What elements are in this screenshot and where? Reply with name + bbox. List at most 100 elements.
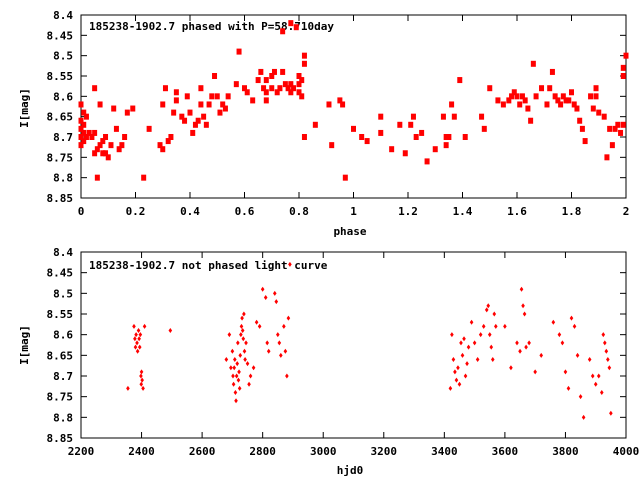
phased-y-axis-label: I[mag] bbox=[18, 88, 31, 128]
data-point bbox=[521, 303, 525, 309]
data-point bbox=[139, 381, 144, 387]
data-point bbox=[517, 101, 523, 108]
data-point bbox=[245, 361, 250, 367]
data-point bbox=[462, 134, 468, 140]
data-point bbox=[618, 129, 624, 136]
data-point bbox=[269, 73, 275, 79]
data-point bbox=[530, 60, 536, 67]
data-point bbox=[124, 109, 130, 116]
data-point bbox=[274, 89, 280, 96]
data-point bbox=[78, 117, 84, 124]
data-point bbox=[116, 146, 122, 153]
data-point bbox=[527, 340, 531, 346]
data-point bbox=[288, 89, 294, 96]
y-tick-label: 8.85 bbox=[47, 192, 74, 205]
data-point bbox=[432, 146, 438, 153]
x-tick-label: 2 bbox=[623, 205, 630, 218]
data-point bbox=[258, 68, 264, 75]
data-point bbox=[301, 134, 307, 140]
data-point bbox=[97, 142, 103, 149]
data-point bbox=[100, 138, 106, 145]
data-point bbox=[227, 332, 232, 338]
data-point bbox=[280, 68, 286, 75]
data-point bbox=[574, 105, 580, 112]
data-point bbox=[263, 89, 269, 96]
data-point bbox=[460, 352, 465, 358]
data-point bbox=[132, 323, 136, 329]
data-point bbox=[288, 81, 294, 88]
data-point bbox=[413, 134, 419, 140]
data-point bbox=[454, 377, 459, 383]
data-point bbox=[479, 113, 485, 120]
data-point bbox=[89, 134, 95, 140]
y-tick-label: 8.45 bbox=[47, 29, 74, 42]
y-tick-label: 8.7 bbox=[53, 131, 73, 144]
data-point bbox=[234, 398, 238, 404]
data-point bbox=[217, 109, 223, 116]
data-point bbox=[419, 129, 425, 136]
data-point bbox=[237, 385, 242, 391]
data-point bbox=[260, 286, 265, 292]
data-point bbox=[514, 93, 520, 100]
data-point bbox=[604, 348, 609, 354]
data-point bbox=[456, 365, 460, 371]
data-point bbox=[282, 323, 286, 329]
data-point bbox=[453, 369, 457, 375]
data-point bbox=[511, 89, 517, 96]
data-point bbox=[587, 356, 592, 362]
data-point bbox=[524, 344, 528, 350]
data-point bbox=[233, 81, 239, 88]
data-point bbox=[450, 332, 454, 338]
x-tick-label: 4000 bbox=[613, 445, 640, 458]
data-point bbox=[572, 323, 577, 329]
data-point bbox=[329, 142, 335, 149]
data-point bbox=[182, 117, 188, 124]
data-point bbox=[443, 134, 449, 140]
data-point bbox=[190, 129, 196, 136]
data-point bbox=[612, 125, 618, 132]
data-point bbox=[239, 332, 243, 338]
data-point bbox=[236, 340, 240, 346]
data-point bbox=[263, 294, 268, 300]
data-point bbox=[566, 97, 572, 104]
y-tick-label: 8.55 bbox=[47, 308, 74, 321]
data-point bbox=[269, 85, 275, 92]
phased-chart-title: 185238-1902.7 phased with P=58.710day bbox=[89, 20, 334, 33]
data-point bbox=[285, 85, 291, 92]
data-point bbox=[141, 174, 147, 181]
y-tick-label: 8.7 bbox=[53, 370, 73, 383]
data-point bbox=[486, 303, 491, 309]
data-point bbox=[451, 113, 457, 120]
data-point bbox=[478, 332, 483, 338]
data-point bbox=[243, 356, 247, 362]
y-tick-label: 8.5 bbox=[53, 287, 73, 300]
data-point bbox=[607, 125, 613, 132]
data-point bbox=[440, 113, 446, 120]
data-point bbox=[126, 385, 130, 391]
data-point bbox=[490, 356, 495, 362]
data-point bbox=[299, 93, 305, 100]
data-point bbox=[525, 105, 531, 112]
data-point bbox=[601, 113, 607, 120]
data-point bbox=[242, 311, 246, 317]
data-point bbox=[481, 125, 487, 132]
y-tick-label: 8.65 bbox=[47, 349, 74, 362]
data-point bbox=[301, 60, 307, 67]
data-point bbox=[263, 97, 269, 104]
x-tick-label: 3000 bbox=[310, 445, 337, 458]
data-point bbox=[179, 113, 185, 120]
y-tick-label: 8.4 bbox=[53, 9, 73, 22]
data-point bbox=[484, 307, 489, 313]
data-point bbox=[288, 261, 292, 267]
data-point bbox=[230, 348, 235, 354]
data-point bbox=[187, 109, 193, 116]
data-point bbox=[293, 24, 299, 31]
data-point bbox=[134, 332, 138, 338]
data-point bbox=[563, 97, 569, 104]
data-point bbox=[184, 93, 190, 100]
data-point bbox=[609, 142, 615, 149]
data-point bbox=[495, 97, 501, 104]
data-point bbox=[571, 101, 577, 108]
data-point bbox=[291, 85, 297, 92]
